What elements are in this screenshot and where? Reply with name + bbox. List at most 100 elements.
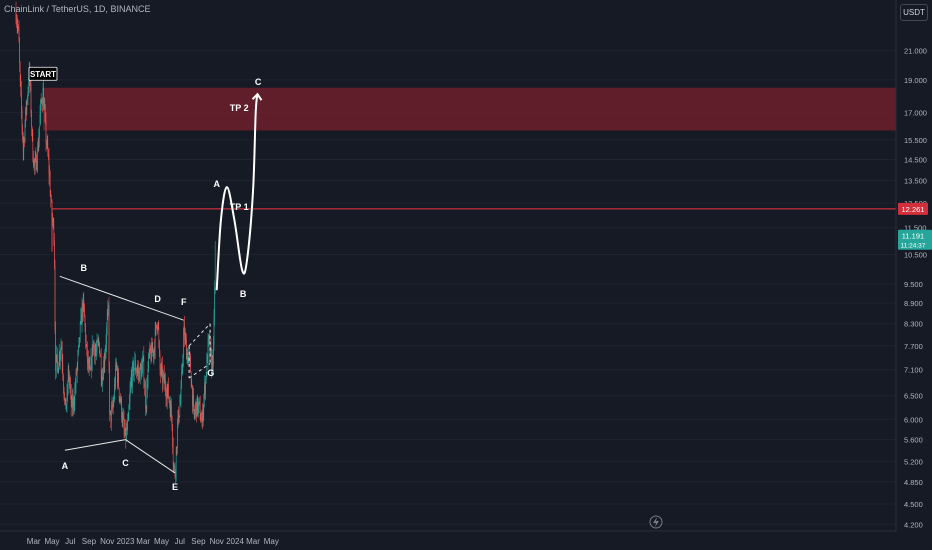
candle xyxy=(16,14,18,34)
candle xyxy=(172,437,174,473)
candle xyxy=(101,369,103,388)
candle xyxy=(181,364,182,389)
candle xyxy=(20,74,22,98)
candle xyxy=(118,387,120,403)
candle xyxy=(189,351,191,368)
symbol-info[interactable]: ChainLink / TetherUS, 1D, BINANCE xyxy=(4,4,151,14)
candle xyxy=(60,338,62,362)
time-axis[interactable]: Mar May Jul Sep Nov 2023 Mar May Jul Sep Nov 2024 Ma… xyxy=(27,537,279,546)
candle xyxy=(46,135,48,149)
annotation-label: G xyxy=(207,368,214,378)
candle xyxy=(90,348,92,371)
candle xyxy=(201,411,202,423)
candle xyxy=(174,463,175,472)
candle xyxy=(183,320,185,335)
x-tick-label: 2024 xyxy=(226,537,244,546)
candle xyxy=(193,387,194,412)
candle xyxy=(38,128,40,152)
candle xyxy=(180,380,182,408)
candle xyxy=(148,348,150,359)
tp1-price-label: 12.261 xyxy=(902,205,925,214)
candle xyxy=(49,170,51,198)
candle xyxy=(185,332,187,346)
candle xyxy=(33,157,35,171)
candle xyxy=(70,377,71,400)
candle xyxy=(58,343,60,370)
y-tick-label: 11.500 xyxy=(904,224,926,233)
candle xyxy=(188,348,190,366)
candle xyxy=(211,349,213,377)
candle xyxy=(89,356,91,370)
candle xyxy=(144,378,145,396)
candle xyxy=(112,396,114,415)
candle xyxy=(86,344,88,357)
y-tick-label: 9.500 xyxy=(904,280,923,289)
candle xyxy=(208,333,210,344)
candle xyxy=(142,350,143,374)
candle xyxy=(184,315,185,348)
candle xyxy=(16,14,17,29)
candle xyxy=(40,98,41,125)
candle xyxy=(133,368,135,382)
candle xyxy=(48,148,49,160)
triangle-lower-right-line xyxy=(125,439,176,474)
candle xyxy=(202,403,203,430)
candle xyxy=(39,104,41,127)
candle xyxy=(170,395,172,417)
y-tick-label: 6.500 xyxy=(904,392,923,401)
candle xyxy=(159,350,161,376)
candle xyxy=(88,350,89,373)
flag-upper-line xyxy=(188,323,211,347)
candle xyxy=(165,384,167,408)
candle xyxy=(78,344,79,357)
candle xyxy=(171,398,172,423)
candle xyxy=(163,370,164,380)
y-tick-label: 21.000 xyxy=(904,46,927,55)
candle xyxy=(187,356,189,364)
candle xyxy=(33,150,34,169)
candle xyxy=(43,78,44,111)
drawings xyxy=(59,92,263,474)
candle xyxy=(177,409,179,429)
candle xyxy=(67,380,68,402)
candle xyxy=(120,395,122,406)
candle xyxy=(65,398,67,410)
candle xyxy=(46,139,47,150)
candle xyxy=(28,77,29,96)
y-tick-label: 7.100 xyxy=(904,366,923,375)
x-tick-label: Jul xyxy=(65,537,75,546)
candle xyxy=(140,362,142,370)
y-tick-label: 13.500 xyxy=(904,176,927,185)
candle xyxy=(32,128,34,163)
candle xyxy=(85,323,86,350)
candle xyxy=(178,406,179,425)
candle xyxy=(130,377,131,394)
candle xyxy=(81,297,83,333)
current-price-label: 11.191 xyxy=(902,232,924,241)
candle xyxy=(156,324,157,329)
candle xyxy=(132,361,133,394)
candle xyxy=(27,94,28,105)
candle xyxy=(202,404,204,427)
candle xyxy=(207,353,208,364)
candle xyxy=(151,337,152,362)
candle xyxy=(121,396,122,423)
candle xyxy=(55,345,57,379)
candle xyxy=(166,387,167,407)
candle xyxy=(192,384,193,414)
candle xyxy=(60,348,61,370)
candle xyxy=(82,300,83,323)
candle xyxy=(94,342,96,365)
candle xyxy=(124,418,125,439)
candle xyxy=(44,97,46,123)
candle xyxy=(141,359,142,380)
candle xyxy=(36,159,38,173)
candle xyxy=(213,309,215,351)
candle xyxy=(84,314,86,332)
candle xyxy=(97,334,99,347)
candle xyxy=(40,93,42,104)
grid xyxy=(0,49,896,525)
lightning-icon[interactable] xyxy=(649,515,663,529)
currency-button[interactable]: USDT xyxy=(900,4,928,21)
